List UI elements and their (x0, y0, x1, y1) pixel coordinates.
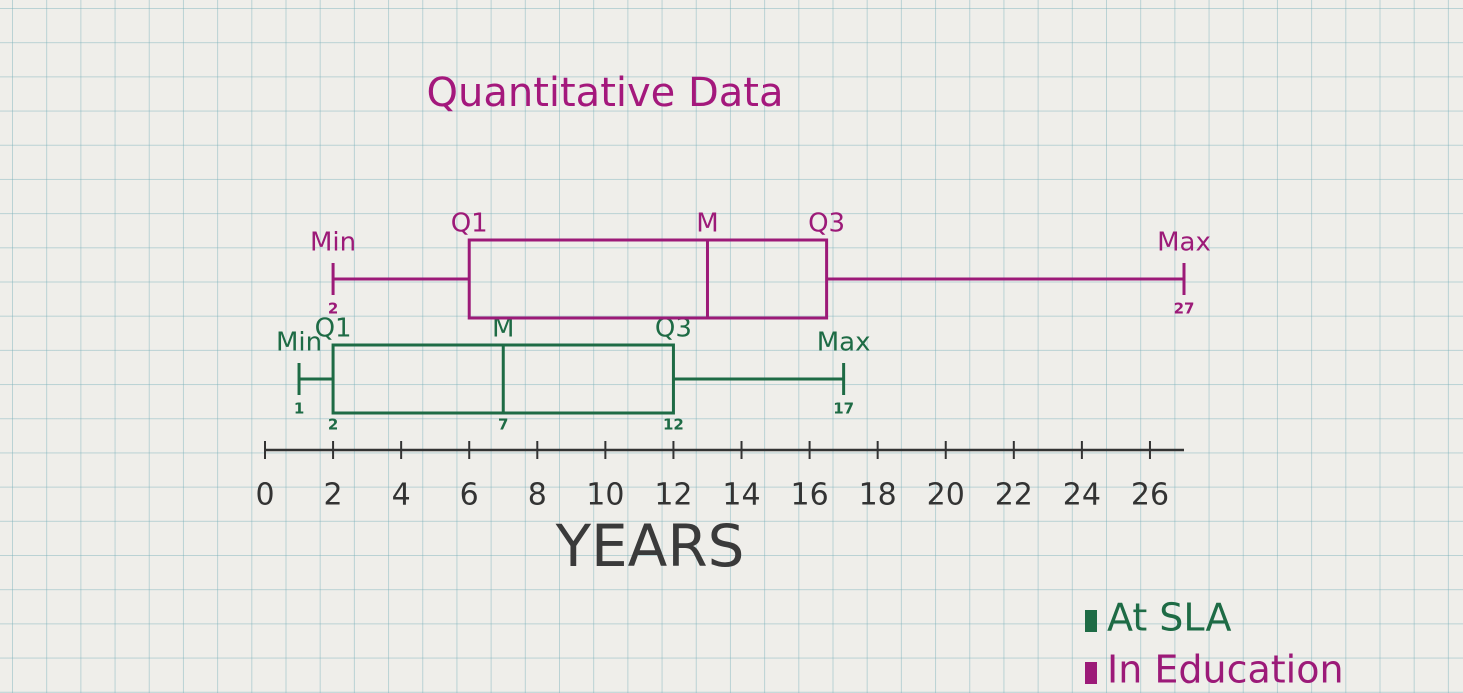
value-label: 2 (328, 416, 338, 434)
value-label: 27 (1174, 300, 1195, 318)
value-label: 12 (663, 416, 684, 434)
x-tick-label: 0 (255, 478, 274, 513)
x-tick-label: 10 (586, 478, 624, 513)
value-label: 7 (498, 416, 508, 434)
x-tick-label: 14 (722, 478, 760, 513)
page: Quantitative Data YEARS 0246810121416182… (0, 0, 1463, 693)
stat-label: Max (817, 328, 871, 358)
x-tick-label: 18 (859, 478, 897, 513)
legend-swatch (1085, 662, 1097, 684)
x-tick-label: 16 (790, 478, 828, 513)
value-label: 17 (833, 400, 854, 418)
x-tick-label: 8 (528, 478, 547, 513)
stat-label: Q1 (451, 209, 488, 239)
x-tick-label: 6 (460, 478, 479, 513)
legend-swatch (1085, 610, 1097, 632)
stat-label: Q3 (808, 209, 845, 239)
stat-label: Min (310, 228, 356, 258)
x-tick-label: 24 (1063, 478, 1101, 513)
x-tick-label: 22 (995, 478, 1033, 513)
x-tick-label: 2 (324, 478, 343, 513)
stat-label: Max (1157, 228, 1211, 258)
legend-label: At SLA (1107, 596, 1231, 640)
x-tick-label: 12 (654, 478, 692, 513)
chart: Quantitative Data YEARS 0246810121416182… (0, 0, 1463, 693)
stat-label: Q1 (315, 314, 352, 344)
x-axis-label: YEARS (555, 512, 745, 580)
box (469, 240, 826, 318)
x-tick-label: 20 (927, 478, 965, 513)
chart-title: Quantitative Data (427, 70, 784, 116)
x-tick-label: 4 (392, 478, 411, 513)
value-label: 1 (294, 400, 304, 418)
x-tick-label: 26 (1131, 478, 1169, 513)
value-label: 2 (328, 300, 338, 318)
legend-label: In Education (1107, 648, 1344, 692)
stat-label: M (696, 209, 718, 239)
